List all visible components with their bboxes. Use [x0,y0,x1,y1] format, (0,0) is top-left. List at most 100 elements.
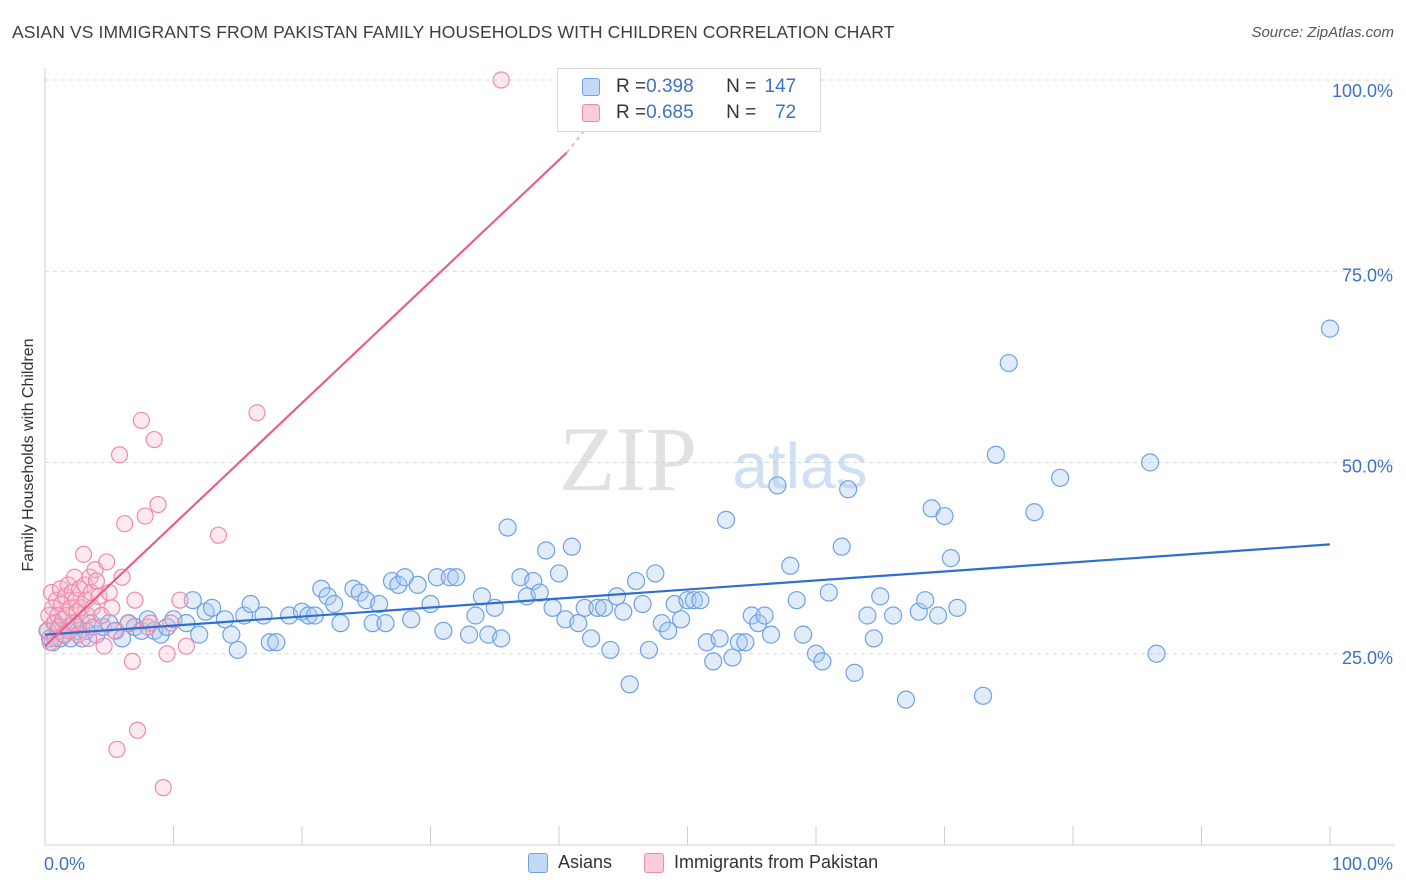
data-point-asians [684,591,704,610]
data-point-asians [575,598,594,617]
data-point-pakistan [136,507,154,525]
legend-swatch-asians [582,78,600,96]
legend-row-pakistan: R = 0.685 N = 72 [582,101,796,125]
data-point-asians [678,591,697,610]
data-point-asians [466,606,485,625]
data-point-asians [582,629,601,648]
legend-n-value: 72 [775,102,797,123]
data-point-asians [376,614,395,633]
data-point-asians [408,575,427,595]
data-point-asians [601,640,620,660]
data-point-asians [819,583,838,602]
data-point-asians [1025,503,1044,522]
data-point-pakistan [209,526,228,544]
data-point-asians [537,541,556,560]
data-point-pakistan [87,572,106,590]
data-point-pakistan [154,779,172,797]
data-point-asians [928,606,948,625]
trend-line-asians [44,543,1331,636]
data-point-asians [646,564,665,583]
y-tick-label: 75.0% [1342,265,1393,285]
legend-r-label: R = [616,76,647,97]
data-point-asians [845,663,864,682]
trend-lines [44,117,1331,647]
data-point-asians [588,598,607,617]
data-point-asians [190,625,209,644]
legend-n-label: N = [726,102,757,123]
data-point-asians [331,614,350,633]
data-point-asians [562,537,581,556]
data-point-asians [1320,319,1340,338]
y-tick-label: 50.0% [1342,457,1393,477]
series-asians [38,319,1340,709]
data-point-asians [691,591,710,610]
data-point-pakistan [100,583,118,602]
series-legend: Asians Immigrants from Pakistan [528,852,878,873]
legend-n-label: N = [726,76,757,97]
data-point-asians [935,506,954,526]
data-point-asians [794,625,813,644]
data-point-asians [883,606,903,625]
axes [44,68,1395,846]
data-point-pakistan [248,404,266,422]
trend-line-pakistan [44,151,568,647]
data-point-asians [755,606,774,625]
data-point-pakistan [492,71,510,89]
data-point-asians [1147,644,1166,663]
data-point-pakistan [123,652,141,671]
source-label: Source: ZipAtlas.com [1251,24,1394,41]
data-point-asians [659,621,678,640]
data-point-asians [594,598,614,617]
data-point-asians [710,629,729,648]
legend-r-label: R = [616,102,647,123]
data-point-asians [569,614,588,633]
legend-n-value: 147 [764,76,797,97]
legend-label-asians: Asians [558,852,613,872]
data-point-asians [1140,453,1160,472]
y-tick-label: 25.0% [1342,648,1393,668]
tick-labels: 25.0% 50.0% 75.0% 100.0% 0.0% 100.0% [44,81,1393,874]
data-point-pakistan [158,645,176,663]
data-point-pakistan [103,599,121,617]
data-point-pakistan [132,411,150,430]
data-point-pakistan [95,637,113,655]
data-point-pakistan [177,637,195,655]
data-point-asians [839,480,858,499]
data-point-pakistan [145,430,163,449]
legend-label-pakistan: Immigrants from Pakistan [674,852,879,872]
data-point-asians [222,625,241,644]
data-point-pakistan [128,721,147,739]
data-point-asians [736,633,755,652]
x-tick-label: 100.0% [1332,854,1393,874]
data-point-asians [832,537,851,556]
data-point-asians [267,633,286,652]
data-point-asians [973,686,993,705]
data-point-asians [614,602,633,621]
data-point-pakistan [116,515,134,533]
y-axis-label: Family Households with Children [20,339,37,572]
data-point-asians [447,568,466,587]
series-pakistan [38,71,510,797]
x-tick-label: 0.0% [44,854,85,874]
data-point-asians [813,652,832,671]
data-point-asians [1051,468,1070,487]
y-tick-label: 100.0% [1332,81,1393,101]
data-point-asians [787,591,806,610]
data-point-asians [626,571,646,591]
data-point-asians [183,591,202,610]
data-point-asians [241,594,260,614]
data-point-asians [530,583,549,602]
data-point-asians [858,606,877,625]
data-point-asians [986,445,1006,464]
data-point-asians [639,640,659,660]
data-point-pakistan [98,553,116,571]
data-point-asians [607,587,626,606]
legend-row-asians: R = 0.398 N = 147 [582,75,796,99]
data-point-asians [215,610,234,629]
data-point-asians [896,690,916,709]
data-point-asians [768,476,787,495]
data-point-asians [948,598,967,617]
data-point-pakistan [113,568,131,586]
data-point-asians [999,353,1018,373]
